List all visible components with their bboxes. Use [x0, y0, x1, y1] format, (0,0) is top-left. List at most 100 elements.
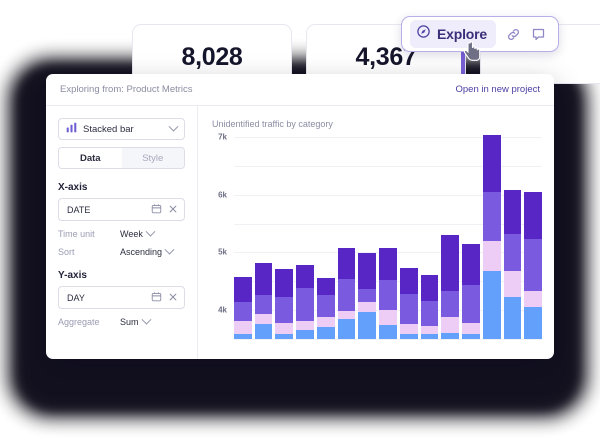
bar-segment-blue [482, 271, 501, 339]
y-axis-tick-label: 4k [218, 305, 227, 315]
comment-icon[interactable] [531, 27, 546, 42]
bar-column[interactable] [234, 276, 252, 339]
tab-style[interactable]: Style [121, 148, 184, 168]
controls-sidebar: Stacked bar Data Style X-axis DATE [46, 106, 198, 359]
bar-column[interactable] [254, 263, 273, 339]
open-in-new-project-link[interactable]: Open in new project [455, 84, 541, 95]
aggregate-label: Aggregate [58, 317, 100, 327]
bar-column[interactable] [482, 135, 501, 339]
bar-segment-medium_purple [524, 239, 543, 292]
bar-column[interactable] [399, 268, 418, 339]
bar-segment-pink [379, 309, 397, 326]
bar-segment-pink [296, 320, 314, 331]
bar-segment-dark_purple [524, 191, 543, 240]
tab-data[interactable]: Data [59, 148, 122, 168]
bar-column[interactable] [337, 247, 356, 339]
bar-column[interactable] [503, 190, 522, 339]
time-unit-select[interactable]: Week [120, 226, 156, 239]
bar-segment-pink [399, 324, 418, 334]
bar-segment-dark_purple [482, 135, 501, 192]
bar-segment-pink [482, 240, 501, 272]
sort-value: Ascending [120, 247, 163, 257]
bar-segment-blue [234, 333, 252, 339]
bar-column[interactable] [379, 248, 397, 339]
bar-segment-pink [420, 326, 439, 335]
bar-segment-dark_purple [379, 248, 397, 280]
y-axis-title: Y-axis [58, 270, 87, 281]
close-icon[interactable] [168, 204, 178, 216]
bar-segment-pink [234, 321, 252, 334]
y-axis-tick-label: 5k [218, 247, 227, 257]
bar-segment-blue [337, 318, 356, 339]
bar-column[interactable] [296, 265, 314, 339]
calendar-icon [151, 203, 162, 216]
bar-segment-medium_purple [296, 287, 314, 321]
time-unit-label: Time unit [58, 229, 95, 239]
link-icon[interactable] [506, 27, 521, 42]
bar-column[interactable] [316, 278, 335, 339]
bar-segment-dark_purple [234, 276, 252, 303]
chevron-down-icon [145, 226, 156, 237]
sort-label: Sort [58, 247, 75, 257]
bar-column[interactable] [420, 274, 439, 339]
bar-segment-medium_purple [503, 234, 522, 272]
bar-segment-blue [399, 333, 418, 339]
bar-segment-medium_purple [379, 279, 397, 310]
card-accent-bar [461, 25, 465, 83]
chart-plot: 01k2k3k4k5k6k7k [218, 133, 543, 340]
data-style-tabs: Data Style [58, 147, 185, 169]
bar-segment-pink [254, 314, 273, 324]
bar-segment-medium_purple [275, 297, 294, 323]
bar-segment-blue [275, 334, 294, 339]
x-axis-field-value: DATE [67, 204, 91, 215]
x-axis-field[interactable]: DATE [58, 198, 185, 221]
bar-segment-medium_purple [441, 291, 460, 318]
chart-type-value: Stacked bar [83, 123, 134, 135]
bar-group [234, 135, 543, 339]
bar-segment-blue [503, 297, 522, 339]
bar-segment-dark_purple [503, 190, 522, 235]
y-axis-field[interactable]: DAY [58, 286, 185, 309]
compass-icon [416, 24, 431, 44]
bar-segment-blue [379, 325, 397, 339]
bar-column[interactable] [462, 243, 480, 339]
calendar-icon [151, 291, 162, 304]
bar-segment-medium_purple [482, 191, 501, 241]
gridline: 7k [218, 133, 542, 142]
bar-segment-dark_purple [316, 278, 335, 295]
bar-segment-medium_purple [316, 294, 335, 318]
explore-button-label: Explore [437, 26, 487, 42]
bar-segment-blue [316, 326, 335, 339]
bar-segment-dark_purple [462, 243, 480, 286]
bar-segment-medium_purple [337, 278, 356, 312]
bar-segment-blue [254, 324, 273, 339]
chevron-down-icon [164, 244, 175, 255]
bar-column[interactable] [358, 253, 377, 339]
chart-area: Unidentified traffic by category 01k2k3k… [198, 106, 554, 359]
close-icon[interactable] [168, 292, 178, 304]
y-axis-tick-label: 7k [218, 132, 227, 142]
y-axis-tick-label: 6k [218, 190, 227, 200]
sort-select[interactable]: Ascending [120, 244, 175, 257]
bar-segment-pink [441, 317, 460, 334]
aggregate-row: Aggregate Sum [58, 314, 185, 327]
time-unit-value: Week [120, 229, 143, 239]
explore-button[interactable]: Explore [410, 20, 496, 48]
bar-segment-blue [524, 307, 543, 339]
bar-segment-pink [358, 301, 377, 312]
bar-column[interactable] [524, 191, 543, 339]
bar-column[interactable] [441, 234, 460, 339]
chart-type-select[interactable]: Stacked bar [58, 118, 185, 140]
x-axis-title: X-axis [58, 182, 88, 193]
aggregate-select[interactable]: Sum [120, 314, 151, 327]
chevron-down-icon [168, 121, 179, 132]
explore-panel: Exploring from: Product Metrics Open in … [46, 74, 554, 359]
bar-segment-blue [420, 334, 439, 339]
aggregate-value: Sum [120, 317, 139, 327]
bar-segment-blue [296, 330, 314, 339]
bar-segment-medium_purple [358, 289, 377, 302]
bar-column[interactable] [275, 268, 294, 339]
bar-segment-pink [337, 311, 356, 319]
bar-segment-pink [316, 317, 335, 327]
